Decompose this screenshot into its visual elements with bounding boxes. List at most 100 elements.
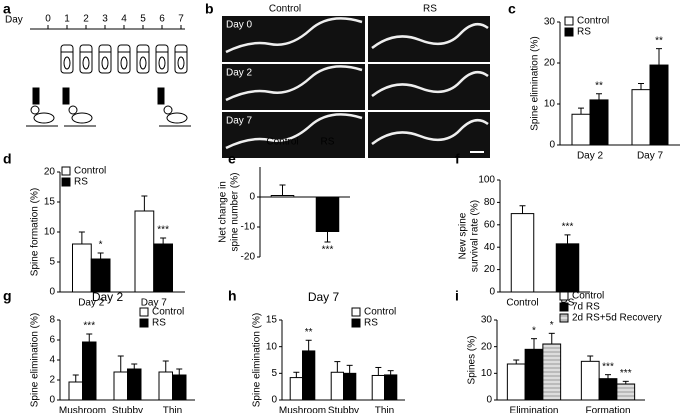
x-tick-label: Thin bbox=[163, 406, 182, 413]
legend-swatch bbox=[559, 302, 569, 312]
panel-letter: b bbox=[205, 1, 214, 17]
x-tick-label: Formation bbox=[585, 406, 630, 413]
mouse-head bbox=[68, 105, 78, 115]
significance: *** bbox=[83, 321, 95, 332]
legend-label: Control bbox=[577, 16, 609, 27]
y-tick-label: 20 bbox=[544, 58, 556, 69]
legend-swatch bbox=[351, 318, 361, 328]
significance: *** bbox=[620, 368, 632, 379]
y-tick-label: 10 bbox=[266, 341, 278, 352]
day-tick-label: 1 bbox=[64, 14, 70, 25]
restraint-tube bbox=[136, 44, 150, 74]
bar bbox=[371, 374, 386, 401]
y-tick-label: 10 bbox=[544, 99, 556, 110]
y-tick-label: 10 bbox=[481, 368, 493, 379]
significance: ** bbox=[595, 80, 603, 91]
legend-swatch bbox=[564, 27, 574, 37]
y-tick-label: 0 bbox=[49, 395, 55, 406]
bar bbox=[270, 195, 295, 198]
significance: *** bbox=[322, 245, 334, 256]
panel-letter: f bbox=[455, 151, 460, 167]
legend-swatch bbox=[351, 307, 361, 317]
y-tick-label: 2 bbox=[49, 375, 55, 386]
day-tick-label: 0 bbox=[45, 14, 51, 25]
imaging-scope bbox=[32, 87, 40, 105]
chart-title: Day 2 bbox=[92, 290, 124, 304]
legend-swatch bbox=[139, 318, 149, 328]
legend-label: RS bbox=[364, 318, 378, 329]
y-axis-label: Net change in bbox=[218, 181, 229, 243]
x-tick-label: Day 7 bbox=[637, 151, 664, 162]
tube-mouse bbox=[82, 56, 90, 70]
y-tick-label: 5 bbox=[49, 257, 55, 268]
y-tick-label: 60 bbox=[484, 219, 496, 230]
significance: * bbox=[550, 320, 554, 331]
day-tick-label: 2 bbox=[83, 14, 89, 25]
bar bbox=[631, 89, 651, 146]
y-tick-label: 4 bbox=[49, 355, 55, 366]
bar bbox=[580, 360, 600, 401]
tube-mouse bbox=[63, 56, 71, 70]
bar bbox=[72, 243, 92, 293]
y-tick-label: 15 bbox=[44, 197, 56, 208]
x-tick-label: Thin bbox=[375, 406, 394, 413]
tube-mouse bbox=[158, 56, 166, 70]
y-axis-label: spine number (%) bbox=[230, 173, 241, 252]
bar bbox=[302, 350, 316, 401]
bar bbox=[510, 213, 535, 293]
day-label: Day bbox=[5, 15, 23, 26]
bar bbox=[172, 374, 187, 401]
bar bbox=[616, 383, 636, 401]
x-tick-label: Control bbox=[506, 298, 538, 309]
significance: ** bbox=[305, 327, 313, 338]
y-tick-label: 20 bbox=[481, 341, 493, 352]
micrographs bbox=[222, 16, 490, 158]
column-label: RS bbox=[423, 4, 437, 15]
y-tick-label: 0 bbox=[489, 287, 495, 298]
bar bbox=[555, 243, 580, 293]
bar bbox=[571, 113, 591, 146]
legend-label: RS bbox=[152, 318, 166, 329]
legend-swatch bbox=[139, 307, 149, 317]
mouse-body bbox=[71, 112, 93, 124]
y-axis-label: survival rate (%) bbox=[470, 200, 481, 272]
y-tick-label: -10 bbox=[241, 222, 256, 233]
x-tick-label: Day 2 bbox=[577, 151, 604, 162]
bar bbox=[158, 371, 173, 401]
y-axis-label: Spine elimination (%) bbox=[252, 313, 263, 408]
tube-mouse bbox=[177, 56, 185, 70]
legend-label: RS bbox=[577, 27, 591, 38]
y-tick-label: 6 bbox=[49, 335, 55, 346]
bar bbox=[589, 99, 609, 146]
y-tick-label: 15 bbox=[266, 315, 278, 326]
x-tick-label: Elimination bbox=[510, 406, 559, 413]
bar bbox=[649, 64, 669, 146]
x-tick-label: Stubby bbox=[328, 406, 359, 413]
row-label: Day 2 bbox=[226, 68, 253, 79]
restraint-tube bbox=[79, 44, 93, 74]
x-tick-label: Day 7 bbox=[141, 298, 168, 309]
tube-mouse bbox=[101, 56, 109, 70]
bar bbox=[542, 343, 562, 401]
day-tick-label: 7 bbox=[178, 14, 184, 25]
panel-letter: c bbox=[508, 1, 516, 17]
x-tick-label: Mushroom bbox=[59, 406, 106, 413]
restraint-tube bbox=[98, 44, 112, 74]
column-label: Control bbox=[269, 4, 301, 15]
panel-letter: h bbox=[228, 288, 237, 304]
legend-swatch bbox=[559, 313, 569, 323]
y-tick-label: 0 bbox=[49, 287, 55, 298]
y-tick-label: -20 bbox=[241, 252, 256, 263]
y-axis-label: Spine elimination (%) bbox=[30, 313, 41, 408]
restraint-tube bbox=[117, 44, 131, 74]
bar bbox=[82, 341, 97, 401]
legend-swatch bbox=[559, 291, 569, 301]
day-tick-label: 4 bbox=[121, 14, 127, 25]
mouse-body bbox=[166, 112, 188, 124]
day-tick-label: 5 bbox=[140, 14, 146, 25]
restraint-tube bbox=[60, 44, 74, 74]
panel-letter: e bbox=[228, 151, 236, 167]
mouse-body bbox=[33, 112, 55, 124]
